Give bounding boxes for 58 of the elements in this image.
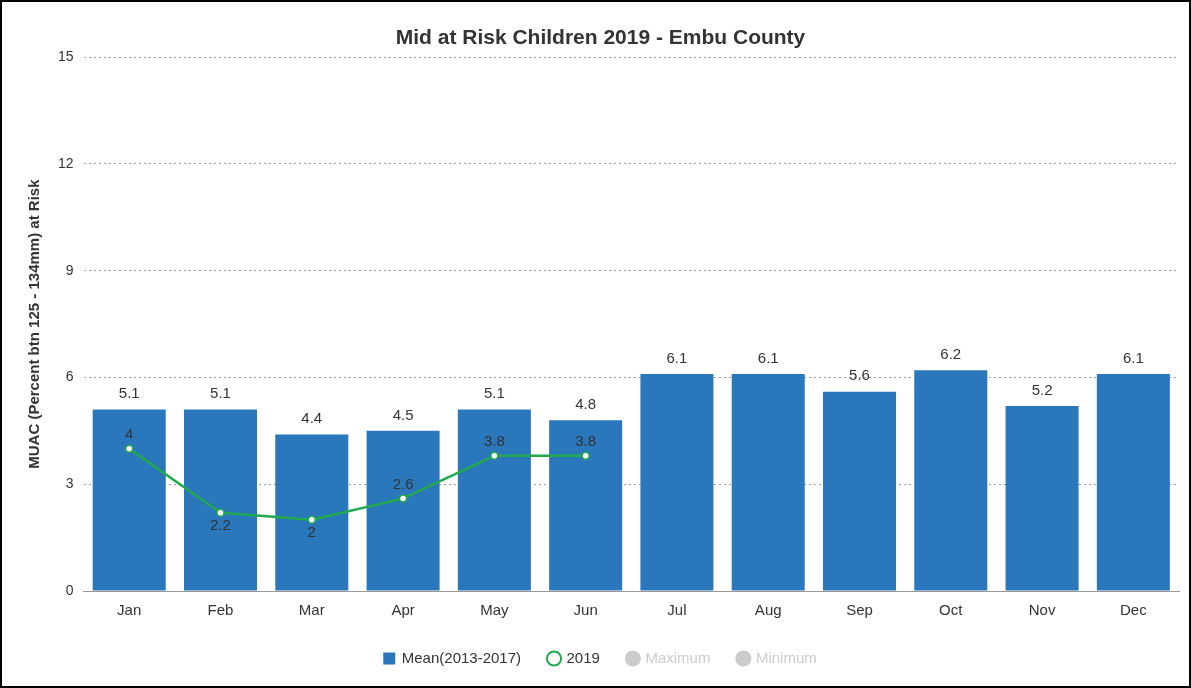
y-tick-label: 9 — [65, 261, 74, 278]
point — [307, 515, 317, 525]
data-label: 5.1 — [210, 384, 231, 402]
data-label: 6.1 — [757, 348, 779, 366]
x-tick-label: Feb — [207, 601, 234, 619]
x-tick-label: Apr — [391, 601, 415, 619]
x-tick-label: Sep — [846, 601, 873, 619]
x-tick-label: Jan — [117, 601, 142, 619]
y-tick-label: 12 — [57, 154, 74, 171]
bar — [366, 430, 440, 591]
bar — [549, 420, 623, 591]
bar — [275, 434, 349, 591]
data-label: 6.1 — [1122, 348, 1144, 366]
y-axis-title: MUAC (Percent btn 125 - 134mm) at Risk — [25, 178, 43, 469]
bar — [457, 409, 531, 591]
data-label: 5.1 — [118, 384, 140, 402]
data-label: 4 — [125, 425, 134, 443]
x-tick-label: Aug — [754, 601, 782, 619]
bar — [1096, 373, 1170, 591]
bar — [183, 409, 258, 591]
y-tick-label: 15 — [57, 48, 74, 65]
point — [124, 444, 134, 453]
bar — [914, 370, 988, 591]
y-tick-label: 3 — [65, 475, 74, 492]
data-label: 5.2 — [1031, 380, 1053, 398]
data-label: 5.6 — [849, 366, 870, 384]
legend-label: 2019 — [566, 648, 600, 666]
data-label: 2 — [307, 523, 316, 541]
x-tick-label: Dec — [1120, 601, 1148, 619]
x-tick-label: Mar — [298, 601, 325, 619]
y-tick-label: 0 — [65, 581, 74, 598]
bar — [731, 373, 805, 591]
x-tick-label: Nov — [1028, 601, 1056, 619]
x-tick-label: Jul — [667, 601, 687, 619]
bar — [640, 373, 714, 591]
point — [490, 451, 499, 461]
bar — [1005, 405, 1079, 591]
x-tick-label: Jun — [573, 601, 598, 619]
data-label: 6.2 — [940, 345, 962, 362]
legend-label: Mean(2013-2017) — [401, 648, 522, 666]
point — [216, 508, 225, 517]
chart-title: Mid at Risk Children 2019 - Embu County — [395, 25, 806, 49]
data-label: 2.6 — [392, 475, 414, 493]
x-tick-label: Oct — [939, 601, 964, 619]
bar — [822, 391, 897, 591]
point — [398, 494, 408, 503]
data-label: 4.5 — [392, 405, 414, 423]
data-label: 5.1 — [483, 384, 505, 402]
bar — [92, 409, 166, 591]
y-tick-label: 6 — [65, 368, 74, 385]
data-label: 4.4 — [301, 409, 323, 427]
data-label: 4.8 — [575, 394, 597, 412]
x-tick-label: May — [480, 601, 510, 619]
data-label: 3.8 — [575, 432, 597, 450]
data-label: 6.1 — [666, 348, 688, 366]
data-label: 3.8 — [483, 432, 505, 450]
point — [581, 451, 590, 461]
data-label: 2.2 — [210, 516, 231, 534]
